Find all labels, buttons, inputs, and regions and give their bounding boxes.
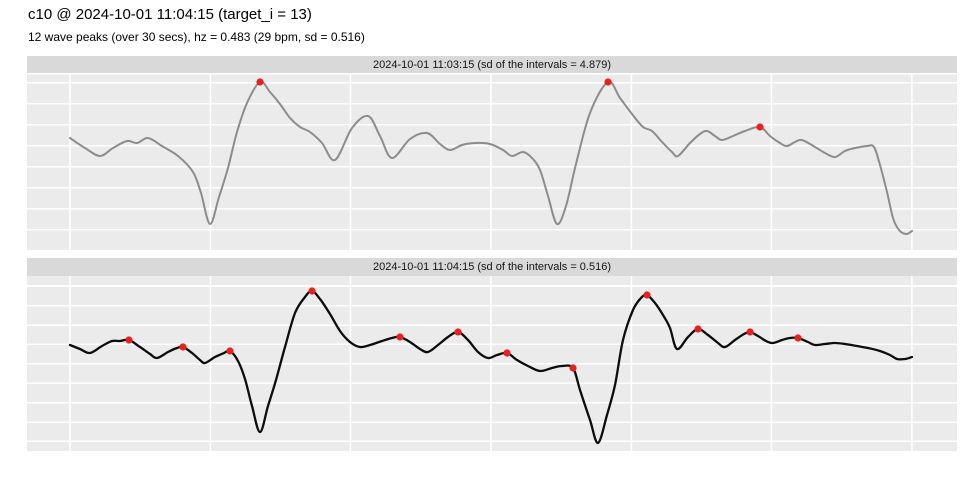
peak-dot bbox=[604, 78, 612, 86]
peak-dot bbox=[226, 347, 234, 355]
facet-strip-2: 2024-10-01 11:04:15 (sd of the intervals… bbox=[27, 258, 957, 276]
peak-dot bbox=[746, 328, 754, 336]
wave-line bbox=[69, 80, 913, 235]
facet-panel-2 bbox=[27, 276, 957, 451]
facet-strip-1-label: 2024-10-01 11:03:15 (sd of the intervals… bbox=[373, 58, 611, 71]
peak-dot bbox=[179, 343, 187, 351]
peak-dot bbox=[454, 328, 462, 336]
peak-dot bbox=[308, 287, 316, 295]
facet-panel-1 bbox=[27, 73, 957, 250]
peak-dot bbox=[756, 123, 764, 131]
peak-dot bbox=[396, 333, 404, 341]
facet-strip-1: 2024-10-01 11:03:15 (sd of the intervals… bbox=[27, 56, 957, 73]
peak-dot bbox=[694, 325, 702, 333]
peak-dot bbox=[569, 364, 577, 372]
wave-chart-2 bbox=[68, 287, 914, 445]
peak-dot bbox=[503, 349, 511, 357]
peak-dot bbox=[256, 78, 264, 86]
wave-line bbox=[68, 289, 914, 445]
page-title: c10 @ 2024-10-01 11:04:15 (target_i = 13… bbox=[28, 6, 312, 23]
peak-dot bbox=[643, 291, 651, 299]
peak-dot bbox=[125, 336, 133, 344]
peak-dot bbox=[794, 334, 802, 342]
wave-chart-1 bbox=[69, 78, 913, 235]
facet-strip-2-label: 2024-10-01 11:04:15 (sd of the intervals… bbox=[373, 261, 611, 273]
page-subtitle: 12 wave peaks (over 30 secs), hz = 0.483… bbox=[28, 30, 365, 44]
